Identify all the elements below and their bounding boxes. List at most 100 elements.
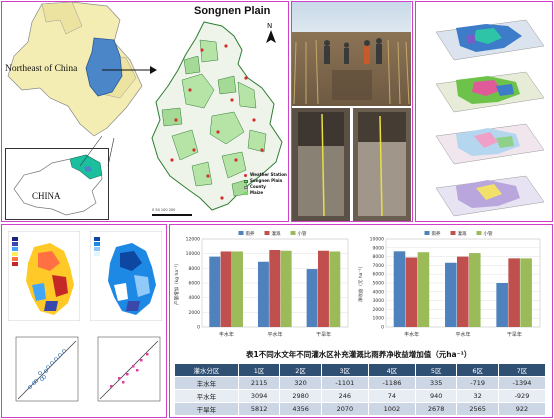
x-tick-label: 丰水年: [219, 331, 234, 338]
field-photo-top: [292, 2, 411, 106]
table-row: 干旱年 5812 4356 2070 1002 2678 2565 922: [174, 402, 547, 416]
photo-panel: [291, 1, 413, 222]
y-tick-label: 8000: [373, 254, 385, 260]
raster-map-right: [90, 231, 162, 321]
table-cell: 丰水年: [174, 376, 239, 390]
bar: [306, 269, 318, 327]
bar: [496, 283, 508, 327]
plain-boundary-icon: [244, 180, 248, 183]
bar: [508, 258, 520, 327]
y-tick-label: 10000: [370, 237, 384, 243]
northeast-label: Northeast of China: [5, 64, 78, 74]
stacked-layer-maps: [435, 19, 545, 217]
legend-weather-station: Weather Station: [250, 172, 287, 177]
weather-station-icon: [244, 174, 247, 177]
raster-panel: [1, 224, 167, 418]
table-cell: 1002: [367, 402, 416, 416]
y-tick-label: 2000: [373, 307, 385, 313]
bar: [405, 257, 418, 327]
bar: [393, 251, 406, 327]
y-tick-label: 10000: [186, 251, 200, 257]
y-tick-label: 0: [381, 325, 384, 331]
table-cell: 4356: [279, 402, 322, 416]
table-cell: 平水年: [174, 389, 239, 403]
bar: [445, 262, 457, 327]
bar: [257, 261, 269, 327]
yield-bar-chart: 0 2000 4000 6000 8000 10000 12000 丰水年 平水年 干旱年 雨养 灌溉…: [173, 230, 349, 338]
header-cell: 灌水分区: [174, 363, 239, 377]
table-cell: 246: [320, 389, 369, 403]
header-cell: 6区: [456, 363, 499, 377]
bar: [468, 253, 481, 327]
arrow-to-songnen: [102, 66, 157, 74]
table-header-row: 灌水分区 1区 2区 3区 4区 5区 6区 7区: [174, 363, 547, 377]
header-cell: 1区: [237, 363, 281, 377]
table-cell: 940: [414, 389, 458, 403]
scatter-left: [15, 336, 79, 402]
north-arrow-icon: [266, 30, 276, 43]
header-cell: 3区: [320, 363, 369, 377]
table-cell: 335: [414, 376, 458, 390]
y-axis-label: 净收益（元 ha⁻¹）: [357, 264, 364, 302]
x-tick-label: 干旱年: [507, 331, 522, 338]
bar: [520, 258, 532, 327]
bar: [220, 251, 232, 327]
layer-map-panel: [415, 1, 553, 222]
china-label: CHINA: [32, 191, 61, 201]
bar: [417, 252, 430, 327]
legend-maize: Maize: [250, 190, 264, 195]
legend-songnen-plain: Songnen Plain: [250, 178, 283, 183]
y-tick-label: 6000: [373, 272, 385, 278]
legend-swatch: [264, 231, 270, 235]
legend-label: 小管: [484, 230, 493, 237]
y-tick-label: 3000: [373, 298, 385, 304]
scatter-right: [97, 336, 161, 402]
legend-swatch: [424, 231, 430, 235]
header-cell: 4区: [367, 363, 416, 377]
x-tick-label: 平水年: [267, 331, 282, 338]
north-arrow: N: [264, 22, 278, 43]
soil-profile-photos: [292, 108, 411, 221]
legend-label: 雨养: [246, 230, 255, 237]
songnen-map: [151, 21, 283, 211]
y-tick-label: 1000: [373, 316, 385, 322]
y-tick-label: 7000: [373, 263, 385, 269]
legend-county: County: [250, 184, 266, 189]
legend-label: 灌溉: [272, 230, 281, 237]
y-tick-label: 4000: [373, 289, 385, 295]
table-cell: 74: [367, 389, 416, 403]
maize-icon: [244, 192, 248, 195]
bar: [317, 250, 329, 327]
legend-label: 灌溉: [458, 230, 467, 237]
y-axis-label: 产量增加（kg ha⁻¹）: [173, 261, 180, 305]
table-cell: -929: [497, 389, 547, 403]
y-tick-label: 2000: [189, 310, 201, 316]
north-label: N: [267, 22, 273, 30]
table-cell: 2678: [414, 402, 458, 416]
table-row: 丰水年 2115 320 -1101 -1186 335 -719 -1394: [174, 376, 547, 390]
table-cell: 2565: [456, 402, 499, 416]
china-inset: CHINA: [5, 148, 109, 220]
songnen-title: Songnen Plain: [194, 5, 271, 17]
scale-bar-text: 0 50 100 200: [152, 208, 176, 212]
x-tick-label: 平水年: [455, 331, 470, 338]
legend-swatch: [476, 231, 482, 235]
x-tick-label: 干旱年: [316, 331, 331, 338]
table-cell: 922: [497, 402, 547, 416]
table-row: 平水年 3094 2980 246 74 940 32 -929: [174, 389, 547, 403]
northeast-china-map: [7, 2, 143, 137]
y-tick-label: 5000: [373, 281, 385, 287]
y-tick-label: 12000: [186, 237, 200, 243]
scale-bar: [152, 214, 192, 216]
legend-swatch: [290, 231, 296, 235]
table-cell: 320: [279, 376, 322, 390]
x-tick-label: 丰水年: [404, 331, 419, 338]
table-cell: -719: [456, 376, 499, 390]
header-cell: 5区: [414, 363, 458, 377]
bar: [329, 251, 341, 327]
map-panel: Northeast of China CHINA Songnen Plain N: [1, 1, 289, 222]
legend-swatch: [238, 231, 244, 235]
bar: [457, 256, 469, 327]
legend-swatch: [450, 231, 456, 235]
legend-label: 小管: [298, 230, 307, 237]
